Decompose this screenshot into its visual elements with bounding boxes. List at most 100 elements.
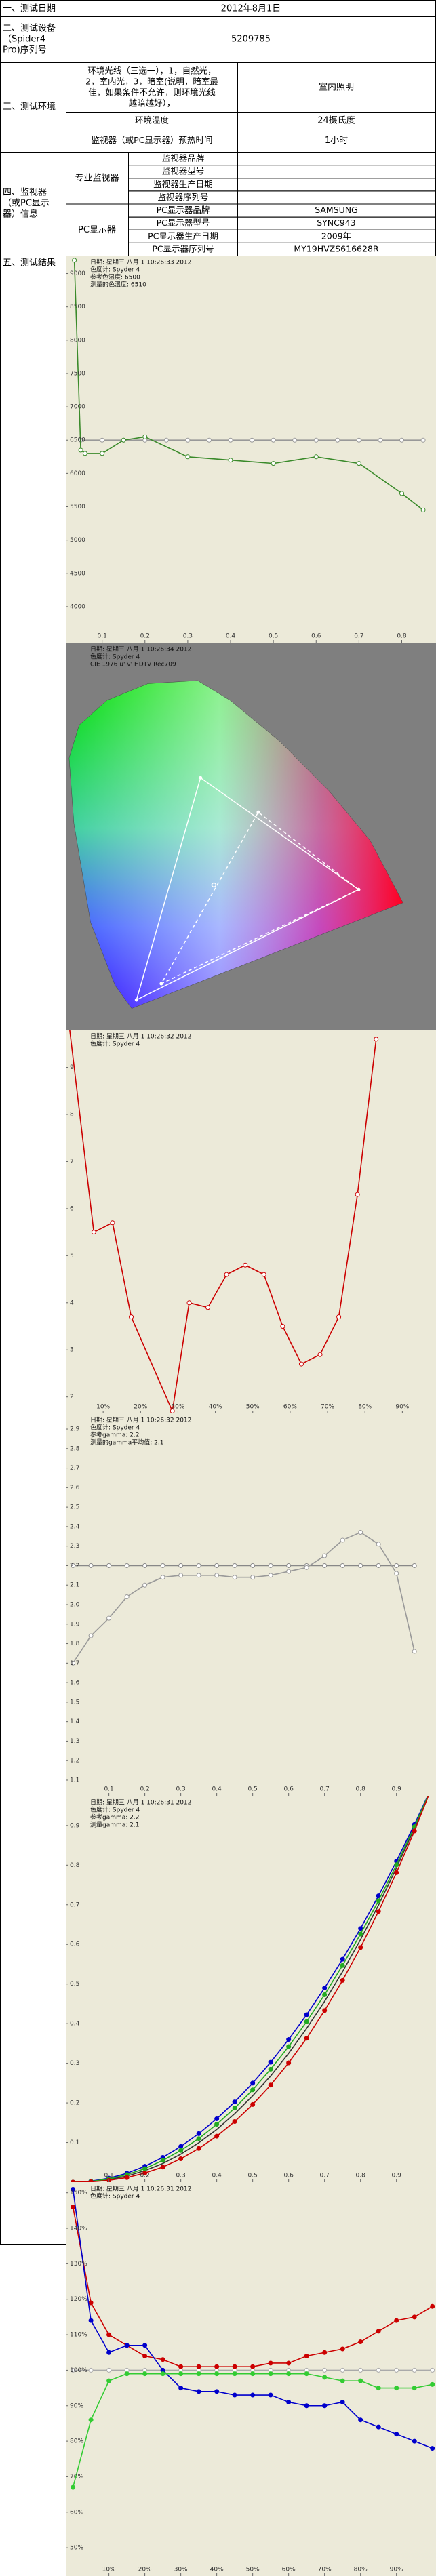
y-tick-label: 4000 <box>70 603 85 610</box>
x-tick-label: 0.5 <box>247 2173 257 2179</box>
data-point <box>71 1563 76 1568</box>
series-line <box>68 1030 377 1413</box>
data-point <box>376 2424 381 2430</box>
data-point <box>214 1573 220 1578</box>
x-tick-label: 60% <box>282 2567 296 2573</box>
data-point <box>124 1563 130 1568</box>
x-tick-label: 0.4 <box>212 2173 222 2179</box>
data-point <box>394 2432 399 2437</box>
y-tick-label: 150% <box>70 2190 87 2196</box>
chart-header: 色度计: Spyder 4 <box>90 266 140 274</box>
data-point <box>142 434 148 439</box>
data-point <box>163 437 169 443</box>
data-point <box>82 451 87 456</box>
data-point <box>71 2367 76 2373</box>
data-point <box>430 2367 435 2373</box>
data-point <box>214 2116 220 2121</box>
data-point <box>232 2392 237 2398</box>
x-tick-label: 0.2 <box>140 2173 149 2179</box>
data-point <box>232 2099 237 2105</box>
y-tick-label: 0.7 <box>70 1901 79 1908</box>
chart-header: 色度计: Spyder 4 <box>90 2192 140 2200</box>
data-point <box>214 1563 220 1568</box>
table-cell <box>237 190 436 205</box>
data-point <box>196 2146 201 2151</box>
data-point <box>358 1945 363 1950</box>
data-point <box>356 461 361 466</box>
table-cell <box>237 152 436 166</box>
data-point <box>142 2353 148 2358</box>
x-tick-label: 20% <box>138 2567 152 2573</box>
data-point <box>430 2381 435 2387</box>
cell-label: 2，室内光，3，暗室(说明，暗室最 <box>85 77 218 87</box>
x-tick-label: 10% <box>96 1404 110 1411</box>
chart-background <box>66 1413 436 1796</box>
data-point <box>88 1563 94 1568</box>
y-tick-label: 2.5 <box>70 1504 79 1511</box>
data-point <box>196 1563 201 1568</box>
chart-background <box>66 1030 436 1413</box>
chart-header: 日期: 星期三 八月 1 10:26:32 2012 <box>90 1033 191 1041</box>
data-point <box>268 2360 273 2366</box>
cell-label: 环境温度 <box>135 115 170 125</box>
x-tick-label: 0.4 <box>226 633 236 640</box>
data-point <box>124 2343 130 2348</box>
cell-label: 监视器生产日期 <box>153 179 213 189</box>
data-point <box>196 2389 201 2394</box>
data-point <box>206 437 212 443</box>
data-point <box>170 1409 175 1413</box>
chart-header: 测量gamma: 2.1 <box>90 1822 139 1829</box>
y-tick-label: 7500 <box>70 370 85 377</box>
x-tick-label: 0.9 <box>392 2173 402 2179</box>
data-point <box>196 2371 201 2377</box>
data-point <box>322 1553 328 1558</box>
section-label: 五、测试结果 <box>3 258 56 268</box>
cell-label: 监视器序列号 <box>157 192 208 202</box>
data-point <box>160 2158 165 2163</box>
data-point <box>250 2087 256 2093</box>
data-point <box>71 2205 76 2210</box>
data-point <box>304 2036 309 2041</box>
cell-label: PC显示器型号 <box>157 218 210 228</box>
chart: 1.1 1.2 1.3 1.4 1.5 1.6 1.7 1.8 1.9 2.0 2.1 2.2 2.3 2… <box>66 1413 436 1796</box>
data-point <box>142 2371 148 2377</box>
data-point <box>271 461 276 466</box>
y-tick-label: 1.4 <box>70 1718 80 1725</box>
x-tick-label: 0.7 <box>354 633 363 640</box>
data-point <box>88 2367 94 2373</box>
data-point <box>340 2346 345 2352</box>
data-point <box>358 2378 363 2383</box>
data-point <box>374 1037 379 1042</box>
y-tick-label: 4 <box>70 1300 74 1306</box>
data-point <box>232 2371 237 2377</box>
data-point <box>394 1870 399 1875</box>
y-tick-label: 70% <box>70 2474 83 2480</box>
y-tick-label: 1.9 <box>70 1621 80 1628</box>
data-point <box>336 1314 342 1320</box>
data-point <box>271 437 276 443</box>
data-point <box>304 2019 309 2024</box>
x-tick-label: 0.4 <box>212 1786 222 1793</box>
data-point <box>412 2367 417 2373</box>
data-point <box>412 1563 417 1568</box>
data-point <box>286 2044 292 2049</box>
y-tick-label: 0.4 <box>70 2021 80 2028</box>
data-point <box>335 437 340 443</box>
chart-header: 测量的gamma平均值: 2.1 <box>90 1438 163 1447</box>
y-tick-label: 2.7 <box>70 1465 79 1472</box>
cell-value: 室内照明 <box>319 82 354 93</box>
x-tick-label: 30% <box>174 2567 188 2573</box>
data-point <box>286 2371 292 2377</box>
x-tick-label: 40% <box>210 2567 224 2573</box>
data-point <box>243 1262 248 1268</box>
data-point <box>178 1573 184 1578</box>
x-tick-label: 0.7 <box>320 2173 330 2179</box>
data-point <box>376 2329 381 2334</box>
data-point <box>376 1909 381 1914</box>
data-point <box>124 1594 130 1599</box>
cell-value: 2009年 <box>321 230 351 241</box>
y-tick-label: 8 <box>70 1112 74 1119</box>
y-tick-label: 9000 <box>70 270 85 277</box>
data-point <box>250 1563 256 1568</box>
